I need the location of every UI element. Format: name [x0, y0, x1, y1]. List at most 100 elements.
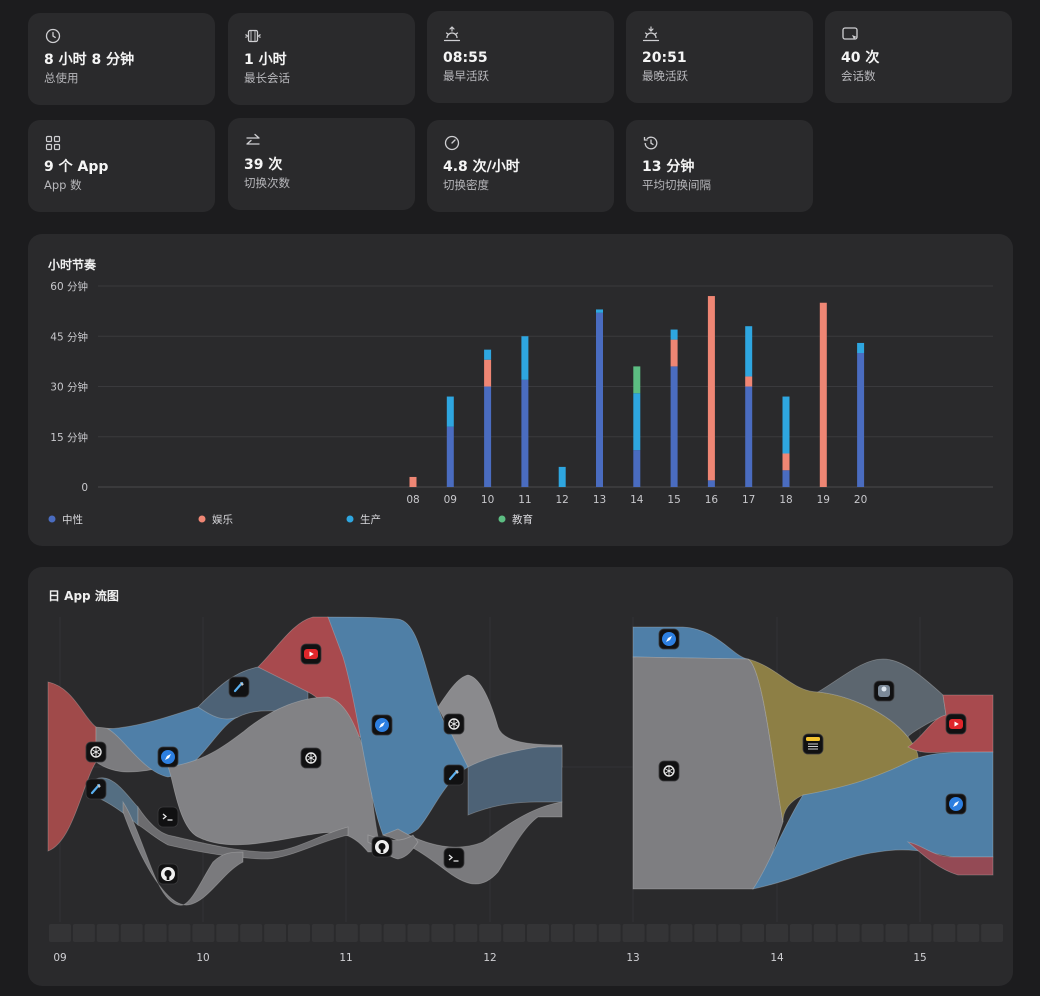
timeline-slot	[120, 924, 143, 942]
flow-github	[122, 800, 244, 906]
chatgpt-icon[interactable]	[443, 713, 465, 735]
timeline-slot	[240, 924, 263, 942]
stat-value: 40 次	[841, 50, 880, 66]
timeline-slot	[144, 924, 167, 942]
flow-youtube-right-bottom	[906, 841, 994, 876]
launchpad-icon[interactable]	[873, 680, 895, 702]
timeline-slot	[288, 924, 310, 942]
x-tick-label: 08	[406, 494, 419, 506]
flow-terminal-early	[137, 805, 349, 860]
speedometer-icon	[444, 135, 460, 151]
xcode-icon[interactable]	[85, 778, 107, 800]
legend-swatch	[498, 515, 506, 523]
stat-value: 9 个 App	[44, 159, 109, 175]
timeline-slot	[909, 924, 932, 942]
flow-hour-label: 15	[913, 952, 926, 964]
flow-hour-label: 09	[53, 952, 66, 964]
timeline-slot	[479, 924, 502, 942]
youtube-icon[interactable]	[300, 643, 322, 665]
bar-segment-中性	[446, 426, 454, 487]
bar-segment-生产	[633, 393, 641, 451]
bar-segment-教育	[633, 366, 641, 394]
x-tick-label: 17	[742, 494, 755, 506]
bar-segment-中性	[633, 450, 641, 487]
chatgpt-icon[interactable]	[300, 747, 322, 769]
timeline-slot	[837, 924, 860, 942]
terminal-icon[interactable]	[157, 806, 179, 828]
legend-label: 娱乐	[212, 513, 233, 526]
legend-swatch	[48, 515, 56, 523]
bar-segment-娱乐	[409, 476, 417, 487]
github-icon[interactable]	[157, 863, 179, 885]
bar-segment-生产	[558, 466, 566, 487]
switch-arrows-icon	[246, 133, 260, 145]
flow-chatgpt-right	[632, 656, 784, 890]
flow-chatgpt-mid	[167, 696, 384, 853]
notes-icon[interactable]	[802, 733, 824, 755]
timeline-slot	[646, 924, 669, 942]
sunset-icon	[642, 26, 660, 42]
timeline-slot	[670, 924, 693, 942]
terminal-icon[interactable]	[443, 847, 465, 869]
stat-card: 4.8 次/小时 切换密度	[427, 120, 614, 212]
flow-hour-label: 11	[339, 952, 352, 964]
timeline-slot	[718, 924, 741, 942]
xcode-icon[interactable]	[443, 764, 465, 786]
timeline-slot	[813, 924, 836, 942]
stat-card: 08:55 最早活跃	[427, 11, 614, 103]
safari-icon[interactable]	[658, 628, 680, 650]
timeline-slot	[574, 924, 597, 942]
y-tick-label: 0	[81, 482, 88, 494]
safari-icon[interactable]	[371, 714, 393, 736]
bar-segment-中性	[782, 470, 790, 487]
x-tick-label: 15	[667, 494, 680, 506]
flow-chart-title: 日 App 流图	[48, 589, 119, 603]
app-grid-icon	[45, 135, 61, 151]
timeline-slot	[216, 924, 239, 942]
timeline-slot	[622, 924, 645, 942]
flow-safari-right-bottom	[752, 751, 994, 890]
timeline-slot	[407, 924, 430, 942]
bar-segment-娱乐	[782, 453, 790, 471]
timeline-slot	[694, 924, 717, 942]
timeline-slot	[503, 924, 526, 942]
bar-segment-中性	[521, 379, 529, 487]
safari-icon[interactable]	[945, 793, 967, 815]
timeline-slot	[789, 924, 812, 942]
stat-value: 39 次	[244, 157, 283, 173]
timeline-slot	[96, 924, 119, 942]
chatgpt-icon[interactable]	[85, 741, 107, 763]
flow-hour-label: 10	[196, 952, 209, 964]
timeline-slot	[431, 924, 454, 942]
bar-segment-生产	[745, 326, 753, 377]
github-icon[interactable]	[371, 836, 393, 858]
bar-segment-中性	[857, 353, 865, 487]
stat-card: 8 小时 8 分钟 总使用	[28, 13, 215, 105]
x-tick-label: 18	[779, 494, 792, 506]
bar-segment-娱乐	[484, 359, 492, 387]
bar-segment-娱乐	[707, 296, 715, 481]
legend-label: 教育	[512, 513, 533, 526]
stat-card: 9 个 App App 数	[28, 120, 215, 212]
bar-segment-中性	[745, 386, 753, 487]
x-tick-label: 20	[854, 494, 867, 506]
xcode-icon[interactable]	[228, 676, 250, 698]
bar-segment-娱乐	[670, 339, 678, 367]
stat-label: 平均切换间隔	[642, 178, 711, 192]
legend-swatch	[346, 515, 354, 523]
safari-icon[interactable]	[157, 746, 179, 768]
timeline-slot	[550, 924, 573, 942]
bar-segment-生产	[446, 396, 454, 427]
legend-label: 生产	[360, 513, 381, 526]
y-tick-label: 45 分钟	[50, 330, 88, 343]
timeline-slot	[264, 924, 287, 942]
youtube-icon[interactable]	[945, 713, 967, 735]
chatgpt-icon[interactable]	[658, 760, 680, 782]
sunrise-icon	[443, 26, 461, 42]
flow-safari-right-top	[632, 626, 749, 660]
x-tick-label: 10	[481, 494, 494, 506]
clock-icon	[45, 28, 61, 44]
bar-segment-生产	[521, 336, 529, 380]
timeline-slot	[742, 924, 765, 942]
flow-youtube-start	[47, 681, 97, 852]
